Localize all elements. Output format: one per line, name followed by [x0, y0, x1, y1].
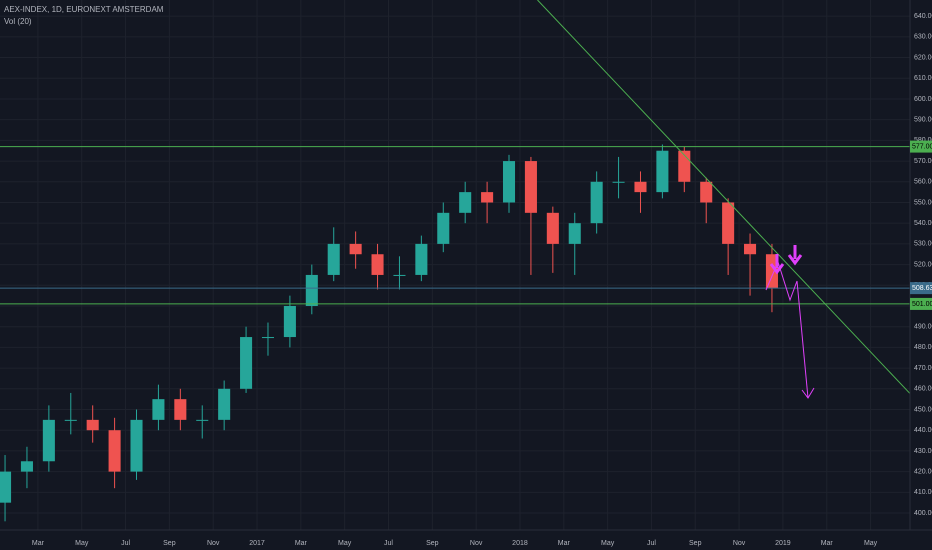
- price-tag-label: 508.63: [912, 285, 932, 292]
- x-tick-label: 2019: [775, 540, 791, 547]
- y-tick-label: 530.00: [914, 241, 932, 248]
- x-tick-label: Sep: [689, 540, 702, 547]
- y-tick-label: 440.00: [914, 427, 932, 434]
- candle-body: [196, 419, 209, 421]
- x-tick-label: Nov: [733, 540, 746, 547]
- x-tick-label: May: [601, 540, 615, 547]
- x-tick-label: Nov: [207, 540, 220, 547]
- y-tick-label: 610.00: [914, 75, 932, 82]
- projection-arrowhead: [801, 387, 815, 399]
- candle-body: [437, 212, 450, 244]
- candle-body: [349, 243, 362, 255]
- candle-body: [393, 274, 406, 276]
- candle-body: [152, 399, 165, 420]
- price-tag-label: 577.00: [912, 143, 932, 150]
- price-tag: [910, 140, 932, 153]
- x-tick-label: Mar: [32, 540, 45, 547]
- candle-body: [612, 181, 625, 183]
- candle-body: [261, 337, 275, 339]
- candle-body: [546, 212, 559, 244]
- x-tick-label: Jul: [647, 540, 656, 547]
- indicator-label: Vol (20): [4, 17, 32, 26]
- candle-body: [744, 243, 757, 255]
- candle-body: [481, 192, 494, 203]
- price-tag: [910, 297, 932, 310]
- x-tick-label: 2018: [512, 540, 528, 547]
- x-tick-label: Mar: [821, 540, 834, 547]
- arrow-down: [769, 254, 785, 275]
- x-tick-label: Mar: [295, 540, 308, 547]
- x-tick-label: Nov: [470, 540, 483, 547]
- candle-body: [305, 274, 318, 306]
- chart-title: AEX-INDEX, 1D, EURONEXT AMSTERDAM: [4, 5, 164, 14]
- y-tick-label: 640.00: [914, 13, 932, 20]
- projection-path: [765, 260, 809, 399]
- x-tick-label: 2017: [249, 540, 265, 547]
- candle-body: [459, 192, 472, 213]
- candle-body: [108, 430, 121, 472]
- candle-body: [765, 254, 778, 289]
- candle-body: [218, 388, 231, 420]
- x-tick-label: Sep: [426, 540, 439, 547]
- y-tick-label: 410.00: [914, 489, 932, 496]
- y-tick-label: 590.00: [914, 117, 932, 124]
- candle-body: [700, 181, 713, 203]
- x-tick-label: Sep: [163, 540, 176, 547]
- candle-body: [64, 419, 77, 421]
- y-tick-label: 520.00: [914, 261, 932, 268]
- y-tick-label: 480.00: [914, 344, 932, 351]
- candle-body: [283, 305, 296, 338]
- arrow-down: [787, 245, 803, 266]
- x-tick-label: Jul: [121, 540, 130, 547]
- candle-body: [0, 471, 12, 503]
- y-tick-label: 560.00: [914, 179, 932, 186]
- y-tick-label: 540.00: [914, 220, 932, 227]
- y-tick-label: 400.00: [914, 510, 932, 517]
- candle-body: [656, 150, 669, 193]
- y-tick-label: 470.00: [914, 365, 932, 372]
- x-tick-label: Mar: [558, 540, 571, 547]
- candle-body: [590, 181, 603, 224]
- y-tick-label: 630.00: [914, 34, 932, 41]
- candle-body: [86, 419, 99, 431]
- y-tick-label: 600.00: [914, 96, 932, 103]
- y-tick-label: 420.00: [914, 468, 932, 475]
- candle-body: [722, 202, 735, 244]
- x-tick-label: Jul: [384, 540, 393, 547]
- y-tick-label: 570.00: [914, 158, 932, 165]
- trend-line: [537, 0, 911, 394]
- y-tick-label: 550.00: [914, 199, 932, 206]
- candle-body: [524, 161, 537, 213]
- candle-body: [634, 181, 647, 193]
- candle-body: [42, 419, 55, 462]
- y-tick-label: 430.00: [914, 448, 932, 455]
- candle-body: [240, 337, 253, 389]
- y-tick-label: 490.00: [914, 324, 932, 331]
- y-tick-label: 620.00: [914, 54, 932, 61]
- price-tag: [910, 282, 932, 295]
- y-tick-label: 460.00: [914, 386, 932, 393]
- candle-body: [568, 223, 581, 244]
- candle-body: [174, 399, 187, 420]
- candle-body: [371, 254, 384, 275]
- y-tick-label: 450.00: [914, 406, 932, 413]
- x-tick-label: May: [338, 540, 352, 547]
- x-tick-label: May: [75, 540, 89, 547]
- candle-body: [415, 243, 428, 275]
- candle-body: [20, 461, 33, 472]
- candle-body: [327, 243, 340, 275]
- x-tick-label: May: [864, 540, 878, 547]
- candle-body: [130, 419, 143, 472]
- candle-body: [502, 161, 516, 203]
- price-tag-label: 501.00: [912, 301, 932, 308]
